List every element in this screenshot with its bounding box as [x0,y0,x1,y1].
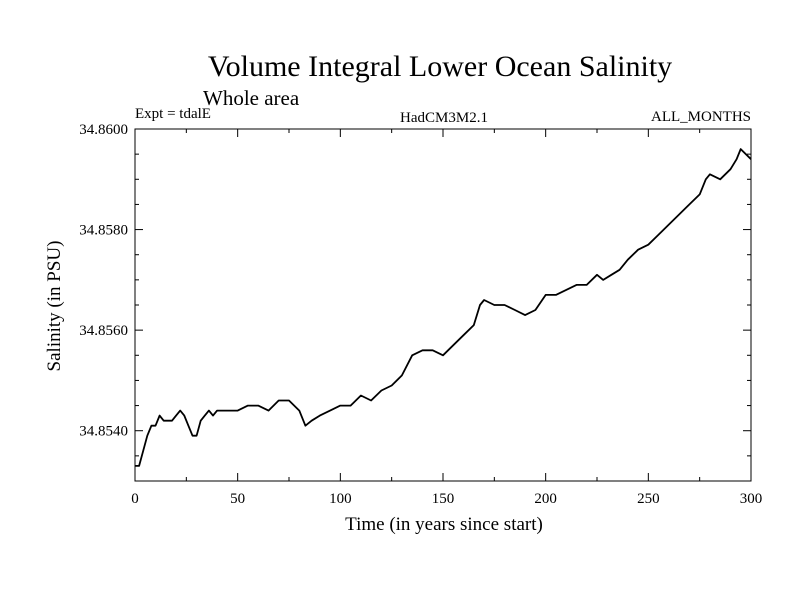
y-tick-label: 34.8600 [79,122,128,138]
axis-ticks [134,128,752,482]
x-tick-label: 300 [740,491,763,507]
x-tick-label: 50 [230,491,245,507]
model-label: HadCM3M2.1 [400,110,488,126]
series-group [135,148,752,467]
y-tick-label: 34.8580 [79,223,128,239]
x-axis-label: Time (in years since start) [345,514,543,535]
x-tick-label: 200 [534,491,557,507]
y-tick-label: 34.8560 [79,323,128,339]
salinity-series-line [135,148,752,467]
x-tick-label: 150 [432,491,455,507]
plot-frame [134,128,752,482]
experiment-label: Expt = tdalE [135,106,211,122]
chart-subtitle: Whole area [203,86,300,110]
months-label: ALL_MONTHS [651,109,751,125]
x-tick-label: 250 [637,491,660,507]
x-tick-label: 0 [131,491,139,507]
axis-tick-labels: 0 50 100 150 200 250 300 34.8540 34.8560 34.8580 3… [79,122,762,507]
x-tick-label: 100 [329,491,352,507]
chart-title: Volume Integral Lower Ocean Salinity [208,50,672,83]
y-tick-label: 34.8540 [79,424,128,440]
y-axis-label: Salinity (in PSU) [44,241,65,372]
